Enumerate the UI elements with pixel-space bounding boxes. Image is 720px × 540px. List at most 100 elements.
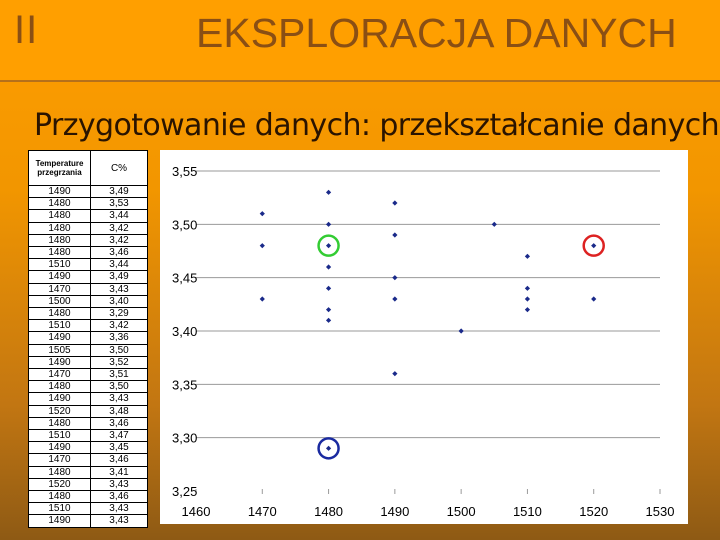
x-tick-label: 1470	[248, 504, 277, 519]
cell-carbon: 3,43	[90, 502, 148, 516]
y-tick-label: 3,50	[172, 217, 197, 232]
scatter-chart: 3,25 3,30 3,35 3,40 3,45 3,50 3,55 1460 1470 148…	[160, 150, 688, 524]
cell-temperature: 1480	[28, 416, 91, 431]
highlight-circle	[317, 437, 340, 460]
cell-carbon: 3,42	[90, 319, 148, 333]
cell-carbon: 3,49	[90, 184, 148, 199]
y-tick-label: 3,40	[172, 324, 197, 339]
table-row: 1480 3,42	[28, 221, 148, 235]
table-row: 1480 3,41	[28, 465, 148, 479]
cell-temperature: 1490	[28, 270, 91, 284]
cell-carbon: 3,44	[90, 258, 148, 272]
x-tick-label: 1480	[314, 504, 343, 519]
x-tick-label: 1490	[380, 504, 409, 519]
cell-temperature: 1470	[28, 453, 91, 467]
cell-carbon: 3,45	[90, 441, 148, 455]
table-row: 1480 3,46	[28, 246, 148, 260]
y-tick-label: 3,30	[172, 431, 197, 446]
data-point	[392, 232, 398, 238]
cell-temperature: 1480	[28, 380, 91, 394]
cell-carbon: 3,42	[90, 233, 148, 248]
x-tick-label: 1460	[182, 504, 211, 519]
header-temperature: Temperature przegrzania	[28, 150, 91, 186]
cell-carbon: 3,50	[90, 380, 148, 394]
y-tick-label: 3,35	[172, 377, 197, 392]
table-row: 1480 3,46	[28, 416, 148, 431]
y-tick-label: 3,55	[172, 164, 197, 179]
cell-carbon: 3,46	[90, 453, 148, 467]
cell-temperature: 1490	[28, 331, 91, 345]
table-row: 1480 3,44	[28, 209, 148, 223]
cell-carbon: 3,40	[90, 294, 148, 309]
cell-carbon: 3,43	[90, 477, 148, 492]
table-row: 1510 3,43	[28, 502, 148, 516]
x-tick-labels: 1460 1470 1480 1490 1500 1510 1520 1530	[182, 504, 675, 519]
cell-temperature: 1520	[28, 404, 91, 418]
data-point	[524, 296, 531, 302]
table-row: 1510 3,44	[28, 258, 148, 272]
cell-carbon: 3,41	[90, 465, 148, 479]
data-point	[591, 296, 597, 302]
table-row: 1520 3,43	[28, 477, 148, 492]
cell-carbon: 3,47	[90, 429, 148, 443]
table-body: 1490 3,49 1480 3,53 1480 3,44 1480 3,42 1480 3,42…	[28, 184, 148, 528]
cell-carbon: 3,46	[90, 246, 148, 260]
section-number: II	[14, 8, 39, 52]
table-row: 1490 3,43	[28, 514, 148, 528]
table-row: 1510 3,42	[28, 319, 148, 333]
highlight-circles	[317, 234, 605, 460]
cell-temperature: 1470	[28, 282, 91, 296]
cell-temperature: 1480	[28, 233, 91, 248]
cell-carbon: 3,29	[90, 307, 148, 321]
data-point	[524, 285, 531, 291]
highlight-circle	[317, 234, 340, 257]
table-row: 1490 3,43	[28, 392, 148, 406]
cell-temperature: 1480	[28, 197, 91, 211]
table-row: 1490 3,52	[28, 355, 148, 370]
cell-carbon: 3,53	[90, 197, 148, 211]
table-row: 1490 3,45	[28, 441, 148, 455]
cell-carbon: 3,43	[90, 514, 148, 528]
cell-temperature: 1480	[28, 221, 91, 235]
header-carbon: C%	[90, 150, 148, 186]
table-row: 1480 3,50	[28, 380, 148, 394]
table-row: 1490 3,36	[28, 331, 148, 345]
cell-temperature: 1510	[28, 258, 91, 272]
cell-temperature: 1480	[28, 246, 91, 260]
table-row: 1500 3,40	[28, 294, 148, 309]
table-row: 1480 3,29	[28, 307, 148, 321]
table-row: 1470 3,51	[28, 368, 148, 382]
data-point	[524, 307, 531, 313]
data-point	[325, 264, 332, 270]
highlight-circle	[582, 234, 605, 257]
cell-carbon: 3,46	[90, 416, 148, 431]
cell-temperature: 1490	[28, 514, 91, 528]
cell-carbon: 3,36	[90, 331, 148, 345]
cell-carbon: 3,49	[90, 270, 148, 284]
cell-carbon: 3,43	[90, 392, 148, 406]
data-point	[259, 296, 265, 302]
cell-temperature: 1490	[28, 441, 91, 455]
cell-temperature: 1490	[28, 355, 91, 370]
table-row: 1470 3,46	[28, 453, 148, 467]
cell-carbon: 3,44	[90, 209, 148, 223]
cell-temperature: 1480	[28, 209, 91, 223]
cell-temperature: 1510	[28, 502, 91, 516]
cell-temperature: 1480	[28, 307, 91, 321]
x-tick-label: 1500	[447, 504, 476, 519]
data-table: Temperature przegrzania C% 1490 3,49 1480 3…	[28, 150, 148, 528]
x-tick-label: 1510	[513, 504, 542, 519]
cell-temperature: 1470	[28, 368, 91, 382]
cell-carbon: 3,52	[90, 355, 148, 370]
cell-temperature: 1500	[28, 294, 91, 309]
table-header-row: Temperature przegrzania C%	[28, 150, 148, 186]
grid-lines	[195, 170, 661, 494]
cell-temperature: 1490	[28, 184, 91, 199]
chart-background	[160, 150, 688, 524]
cell-temperature: 1480	[28, 465, 91, 479]
cell-temperature: 1520	[28, 477, 91, 492]
data-point	[458, 328, 464, 334]
header-bar: II EKSPLORACJA DANYCH	[0, 0, 720, 82]
table-row: 1505 3,50	[28, 343, 148, 357]
data-point	[524, 253, 531, 259]
